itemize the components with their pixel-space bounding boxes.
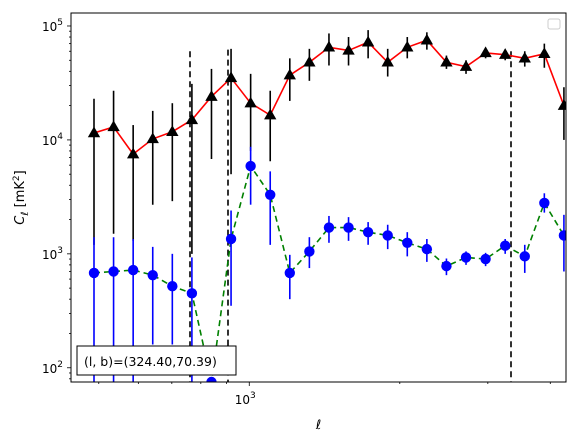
data-point xyxy=(147,269,158,281)
annotation-text: (l, b)=(324.40,70.39) xyxy=(84,354,217,369)
data-point xyxy=(518,51,531,63)
data-point xyxy=(323,222,335,233)
data-point xyxy=(304,246,315,257)
data-point xyxy=(558,230,566,241)
data-point xyxy=(343,222,354,233)
data-point xyxy=(205,90,218,101)
data-point xyxy=(206,376,217,382)
data-point xyxy=(459,60,473,71)
data-point xyxy=(265,189,276,200)
data-point xyxy=(224,71,238,83)
data-point xyxy=(264,108,277,120)
data-point xyxy=(342,43,355,55)
data-point xyxy=(460,252,472,263)
data-point xyxy=(480,253,491,265)
data-point xyxy=(440,55,453,67)
data-point xyxy=(401,40,414,52)
data-point xyxy=(322,40,336,52)
data-point xyxy=(107,120,120,132)
data-point xyxy=(245,160,256,172)
data-point xyxy=(283,68,296,80)
data-point xyxy=(420,33,434,45)
data-point xyxy=(126,147,140,159)
legend-box xyxy=(547,18,561,30)
data-point xyxy=(303,55,316,67)
data-point xyxy=(382,230,393,241)
data-point xyxy=(225,233,237,245)
data-point xyxy=(87,126,101,138)
data-point xyxy=(499,48,512,59)
y-tick-label: 104 xyxy=(42,132,63,148)
data-point xyxy=(557,99,566,110)
data-point xyxy=(88,267,100,279)
data-point xyxy=(186,288,198,299)
data-point xyxy=(185,113,199,125)
x-tick-label: 103 xyxy=(235,391,256,407)
data-point xyxy=(539,197,550,209)
data-point xyxy=(421,243,433,255)
data-point xyxy=(146,132,159,144)
data-point xyxy=(381,55,394,67)
data-point xyxy=(108,266,119,277)
y-tick-label: 103 xyxy=(42,246,63,262)
data-point xyxy=(244,96,257,108)
y-axis-label: Cℓ [mK2] xyxy=(12,170,31,224)
axes-frame xyxy=(70,12,567,383)
y-tick-label: 102 xyxy=(42,360,63,376)
annotation-box xyxy=(76,345,237,376)
data-point xyxy=(499,240,511,251)
data-point xyxy=(167,280,178,292)
data-point xyxy=(166,125,179,136)
data-point xyxy=(361,35,375,47)
data-point xyxy=(284,267,295,279)
data-point xyxy=(362,226,374,238)
plot-area xyxy=(87,30,566,382)
data-point xyxy=(479,46,492,58)
data-point xyxy=(441,260,452,272)
x-axis-label: ℓ xyxy=(315,418,321,433)
data-point xyxy=(127,264,139,276)
data-point xyxy=(538,47,551,59)
data-point xyxy=(519,251,530,262)
y-tick-label: 105 xyxy=(42,18,63,34)
data-point xyxy=(402,237,413,248)
